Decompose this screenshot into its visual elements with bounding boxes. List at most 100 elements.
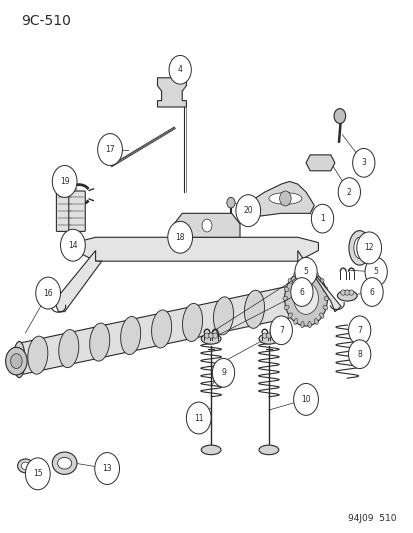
Ellipse shape bbox=[293, 272, 297, 278]
Circle shape bbox=[11, 354, 22, 368]
Text: 7: 7 bbox=[356, 326, 361, 335]
Ellipse shape bbox=[344, 290, 349, 295]
Polygon shape bbox=[173, 213, 240, 237]
Ellipse shape bbox=[212, 333, 217, 338]
Text: 6: 6 bbox=[299, 287, 304, 296]
Polygon shape bbox=[75, 237, 318, 261]
Circle shape bbox=[186, 402, 211, 434]
Polygon shape bbox=[17, 282, 305, 375]
Circle shape bbox=[293, 282, 318, 314]
Ellipse shape bbox=[90, 323, 109, 361]
Polygon shape bbox=[157, 78, 186, 107]
Text: 3: 3 bbox=[361, 158, 366, 167]
Ellipse shape bbox=[307, 321, 311, 328]
Ellipse shape bbox=[201, 445, 221, 455]
Ellipse shape bbox=[323, 296, 328, 301]
Text: 2: 2 bbox=[346, 188, 351, 197]
Polygon shape bbox=[244, 181, 313, 216]
Text: 5: 5 bbox=[303, 268, 308, 276]
FancyBboxPatch shape bbox=[56, 191, 73, 231]
Circle shape bbox=[279, 191, 290, 206]
Ellipse shape bbox=[293, 318, 297, 325]
Text: 8: 8 bbox=[356, 350, 361, 359]
Circle shape bbox=[294, 257, 316, 286]
Ellipse shape bbox=[244, 290, 264, 328]
Text: 5: 5 bbox=[373, 268, 378, 276]
Ellipse shape bbox=[270, 333, 275, 338]
Text: 16: 16 bbox=[43, 288, 53, 297]
Ellipse shape bbox=[287, 279, 292, 284]
Ellipse shape bbox=[18, 459, 33, 473]
FancyBboxPatch shape bbox=[69, 191, 85, 231]
Circle shape bbox=[52, 165, 77, 197]
Ellipse shape bbox=[322, 287, 327, 292]
Circle shape bbox=[60, 229, 85, 261]
Polygon shape bbox=[297, 251, 340, 312]
Ellipse shape bbox=[52, 452, 77, 474]
Ellipse shape bbox=[300, 321, 304, 328]
Circle shape bbox=[360, 278, 382, 306]
Text: 19: 19 bbox=[60, 177, 69, 186]
Ellipse shape bbox=[120, 317, 140, 354]
Circle shape bbox=[25, 458, 50, 490]
Circle shape bbox=[333, 109, 345, 124]
Text: 18: 18 bbox=[175, 233, 185, 242]
Ellipse shape bbox=[322, 305, 327, 310]
Circle shape bbox=[167, 221, 192, 253]
Circle shape bbox=[337, 177, 360, 206]
Ellipse shape bbox=[348, 290, 353, 295]
Text: 13: 13 bbox=[102, 464, 112, 473]
Text: 1: 1 bbox=[319, 214, 324, 223]
Circle shape bbox=[356, 232, 381, 264]
Circle shape bbox=[6, 348, 27, 375]
Text: 4: 4 bbox=[177, 66, 182, 74]
Circle shape bbox=[202, 219, 211, 232]
Circle shape bbox=[348, 340, 370, 368]
Ellipse shape bbox=[266, 333, 271, 338]
Text: 10: 10 bbox=[301, 395, 310, 404]
Circle shape bbox=[311, 204, 333, 233]
Circle shape bbox=[364, 257, 387, 286]
Ellipse shape bbox=[314, 318, 318, 325]
Ellipse shape bbox=[59, 329, 78, 368]
Ellipse shape bbox=[14, 342, 25, 377]
Text: 15: 15 bbox=[33, 470, 43, 478]
Text: 7: 7 bbox=[278, 326, 283, 335]
Circle shape bbox=[352, 149, 374, 177]
Polygon shape bbox=[54, 251, 102, 312]
Circle shape bbox=[97, 134, 122, 165]
Circle shape bbox=[95, 453, 119, 484]
Text: 17: 17 bbox=[105, 145, 114, 154]
Ellipse shape bbox=[284, 287, 288, 292]
Circle shape bbox=[36, 277, 60, 309]
Circle shape bbox=[284, 271, 327, 326]
Text: 9C-510: 9C-510 bbox=[21, 14, 71, 28]
Ellipse shape bbox=[337, 290, 356, 301]
Text: 94J09  510: 94J09 510 bbox=[347, 514, 396, 523]
Polygon shape bbox=[305, 155, 334, 171]
Ellipse shape bbox=[353, 237, 365, 259]
Ellipse shape bbox=[259, 334, 278, 344]
Text: 11: 11 bbox=[194, 414, 203, 423]
Ellipse shape bbox=[201, 334, 221, 344]
Ellipse shape bbox=[182, 303, 202, 342]
Circle shape bbox=[226, 197, 235, 208]
Ellipse shape bbox=[208, 333, 213, 338]
Circle shape bbox=[169, 55, 191, 84]
Ellipse shape bbox=[307, 269, 311, 276]
Ellipse shape bbox=[204, 333, 209, 338]
Circle shape bbox=[290, 278, 312, 306]
Circle shape bbox=[348, 316, 370, 345]
Text: 9: 9 bbox=[221, 368, 225, 377]
Ellipse shape bbox=[284, 305, 288, 310]
Ellipse shape bbox=[340, 290, 345, 295]
Ellipse shape bbox=[259, 445, 278, 455]
Ellipse shape bbox=[300, 269, 304, 276]
Circle shape bbox=[212, 359, 234, 387]
Ellipse shape bbox=[268, 192, 301, 204]
Ellipse shape bbox=[348, 231, 370, 265]
Ellipse shape bbox=[57, 457, 71, 469]
Ellipse shape bbox=[319, 313, 323, 318]
Ellipse shape bbox=[213, 297, 233, 335]
Text: 14: 14 bbox=[68, 241, 78, 250]
